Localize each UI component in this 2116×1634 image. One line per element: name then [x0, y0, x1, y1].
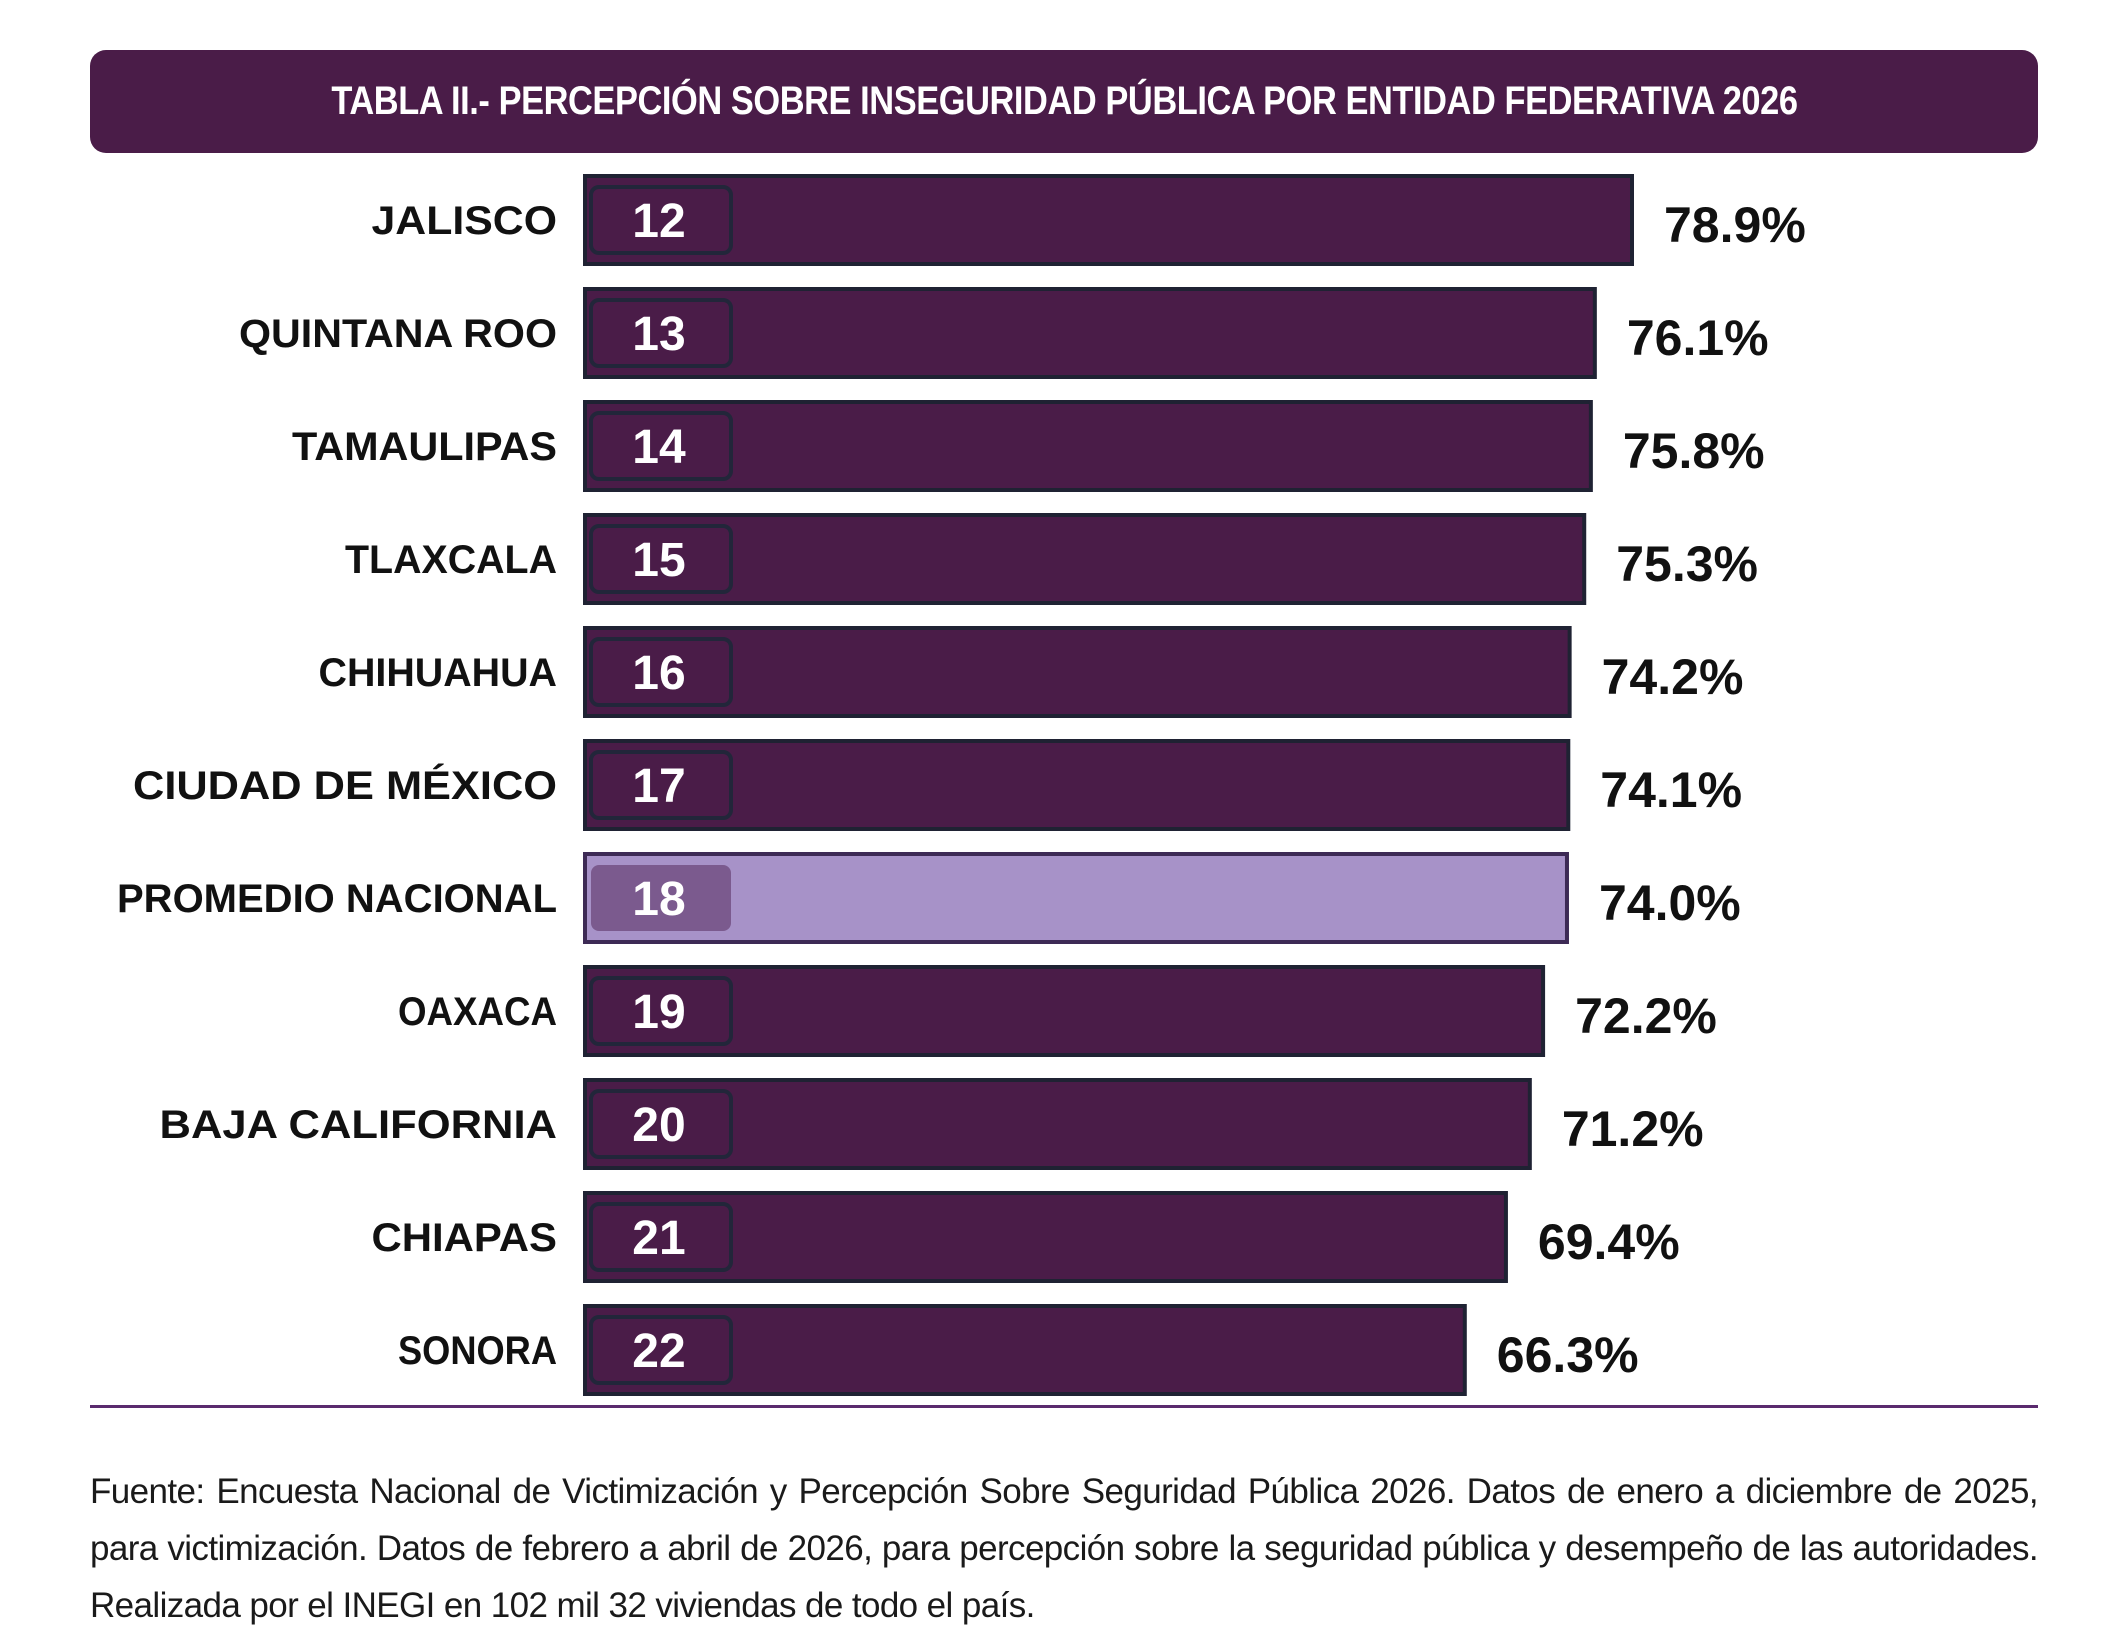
- category-label: CHIAPAS: [372, 1216, 558, 1260]
- rank-box: [589, 1089, 733, 1159]
- rank-box: [589, 976, 733, 1046]
- rank-box: [589, 298, 733, 368]
- category-label: QUINTANA ROO: [239, 312, 557, 356]
- rank-box: [589, 185, 733, 255]
- rank-box: [589, 1315, 733, 1385]
- footer-divider: [90, 1405, 2038, 1408]
- category-label: TAMAULIPAS: [292, 425, 557, 469]
- rank-label: 12: [632, 195, 685, 248]
- category-label: SONORA: [398, 1329, 557, 1373]
- bar: [583, 400, 1593, 492]
- value-label: 74.1%: [1600, 762, 1742, 818]
- value-label: 72.2%: [1575, 988, 1717, 1044]
- rank-box: [589, 1202, 733, 1272]
- rank-box: [589, 524, 733, 594]
- rank-label: 18: [632, 873, 685, 926]
- rank-label: 15: [632, 534, 685, 587]
- rank-label: 19: [632, 986, 685, 1039]
- rank-box: [591, 865, 731, 931]
- value-label: 78.9%: [1664, 197, 1806, 253]
- category-label: BAJA CALIFORNIA: [160, 1103, 558, 1147]
- value-label: 75.3%: [1616, 536, 1758, 592]
- value-label: 71.2%: [1562, 1101, 1704, 1157]
- source-note: Fuente: Encuesta Nacional de Victimizaci…: [90, 1472, 2039, 1625]
- category-label: JALISCO: [372, 199, 558, 243]
- rank-label: 20: [632, 1099, 685, 1152]
- value-label: 74.0%: [1599, 875, 1741, 931]
- value-label: 74.2%: [1602, 649, 1744, 705]
- value-label: 75.8%: [1623, 423, 1765, 479]
- chart-title-bar: TABLA II.- PERCEPCIÓN SOBRE INSEGURIDAD …: [90, 50, 2038, 153]
- bar: [583, 1078, 1532, 1170]
- rank-label: 17: [632, 760, 685, 813]
- rank-label: 14: [632, 421, 686, 474]
- bar: [583, 739, 1571, 831]
- rank-label: 13: [632, 308, 685, 361]
- bar: [583, 513, 1587, 605]
- rank-box: [589, 750, 733, 820]
- rank-label: 22: [632, 1325, 685, 1378]
- rank-box: [589, 637, 733, 707]
- chart-title: TABLA II.- PERCEPCIÓN SOBRE INSEGURIDAD …: [330, 79, 1798, 123]
- value-label: 76.1%: [1627, 310, 1769, 366]
- bar: [583, 174, 1634, 266]
- rank-label: 16: [632, 647, 685, 700]
- bar: [583, 287, 1597, 379]
- category-label: OAXACA: [398, 990, 557, 1034]
- bar: [583, 626, 1572, 718]
- category-label: TLAXCALA: [345, 538, 557, 582]
- value-label: 66.3%: [1497, 1327, 1639, 1383]
- rank-box: [589, 411, 733, 481]
- bar-highlight: [583, 852, 1569, 944]
- category-label: CHIHUAHUA: [319, 651, 558, 695]
- rank-label: 21: [632, 1212, 685, 1265]
- category-label: CIUDAD DE MÉXICO: [133, 763, 557, 808]
- value-label: 69.4%: [1538, 1214, 1680, 1270]
- bar: [583, 1191, 1508, 1283]
- category-label: PROMEDIO NACIONAL: [117, 877, 557, 921]
- bar: [583, 965, 1546, 1057]
